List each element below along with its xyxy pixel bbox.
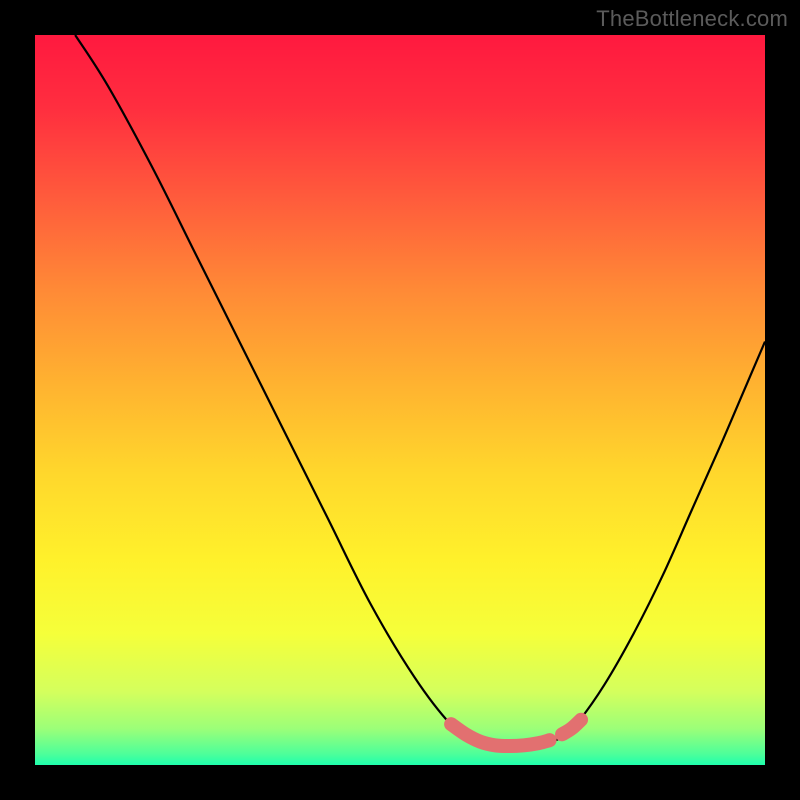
watermark-text: TheBottleneck.com <box>596 6 788 32</box>
bottleneck-chart <box>0 0 800 800</box>
